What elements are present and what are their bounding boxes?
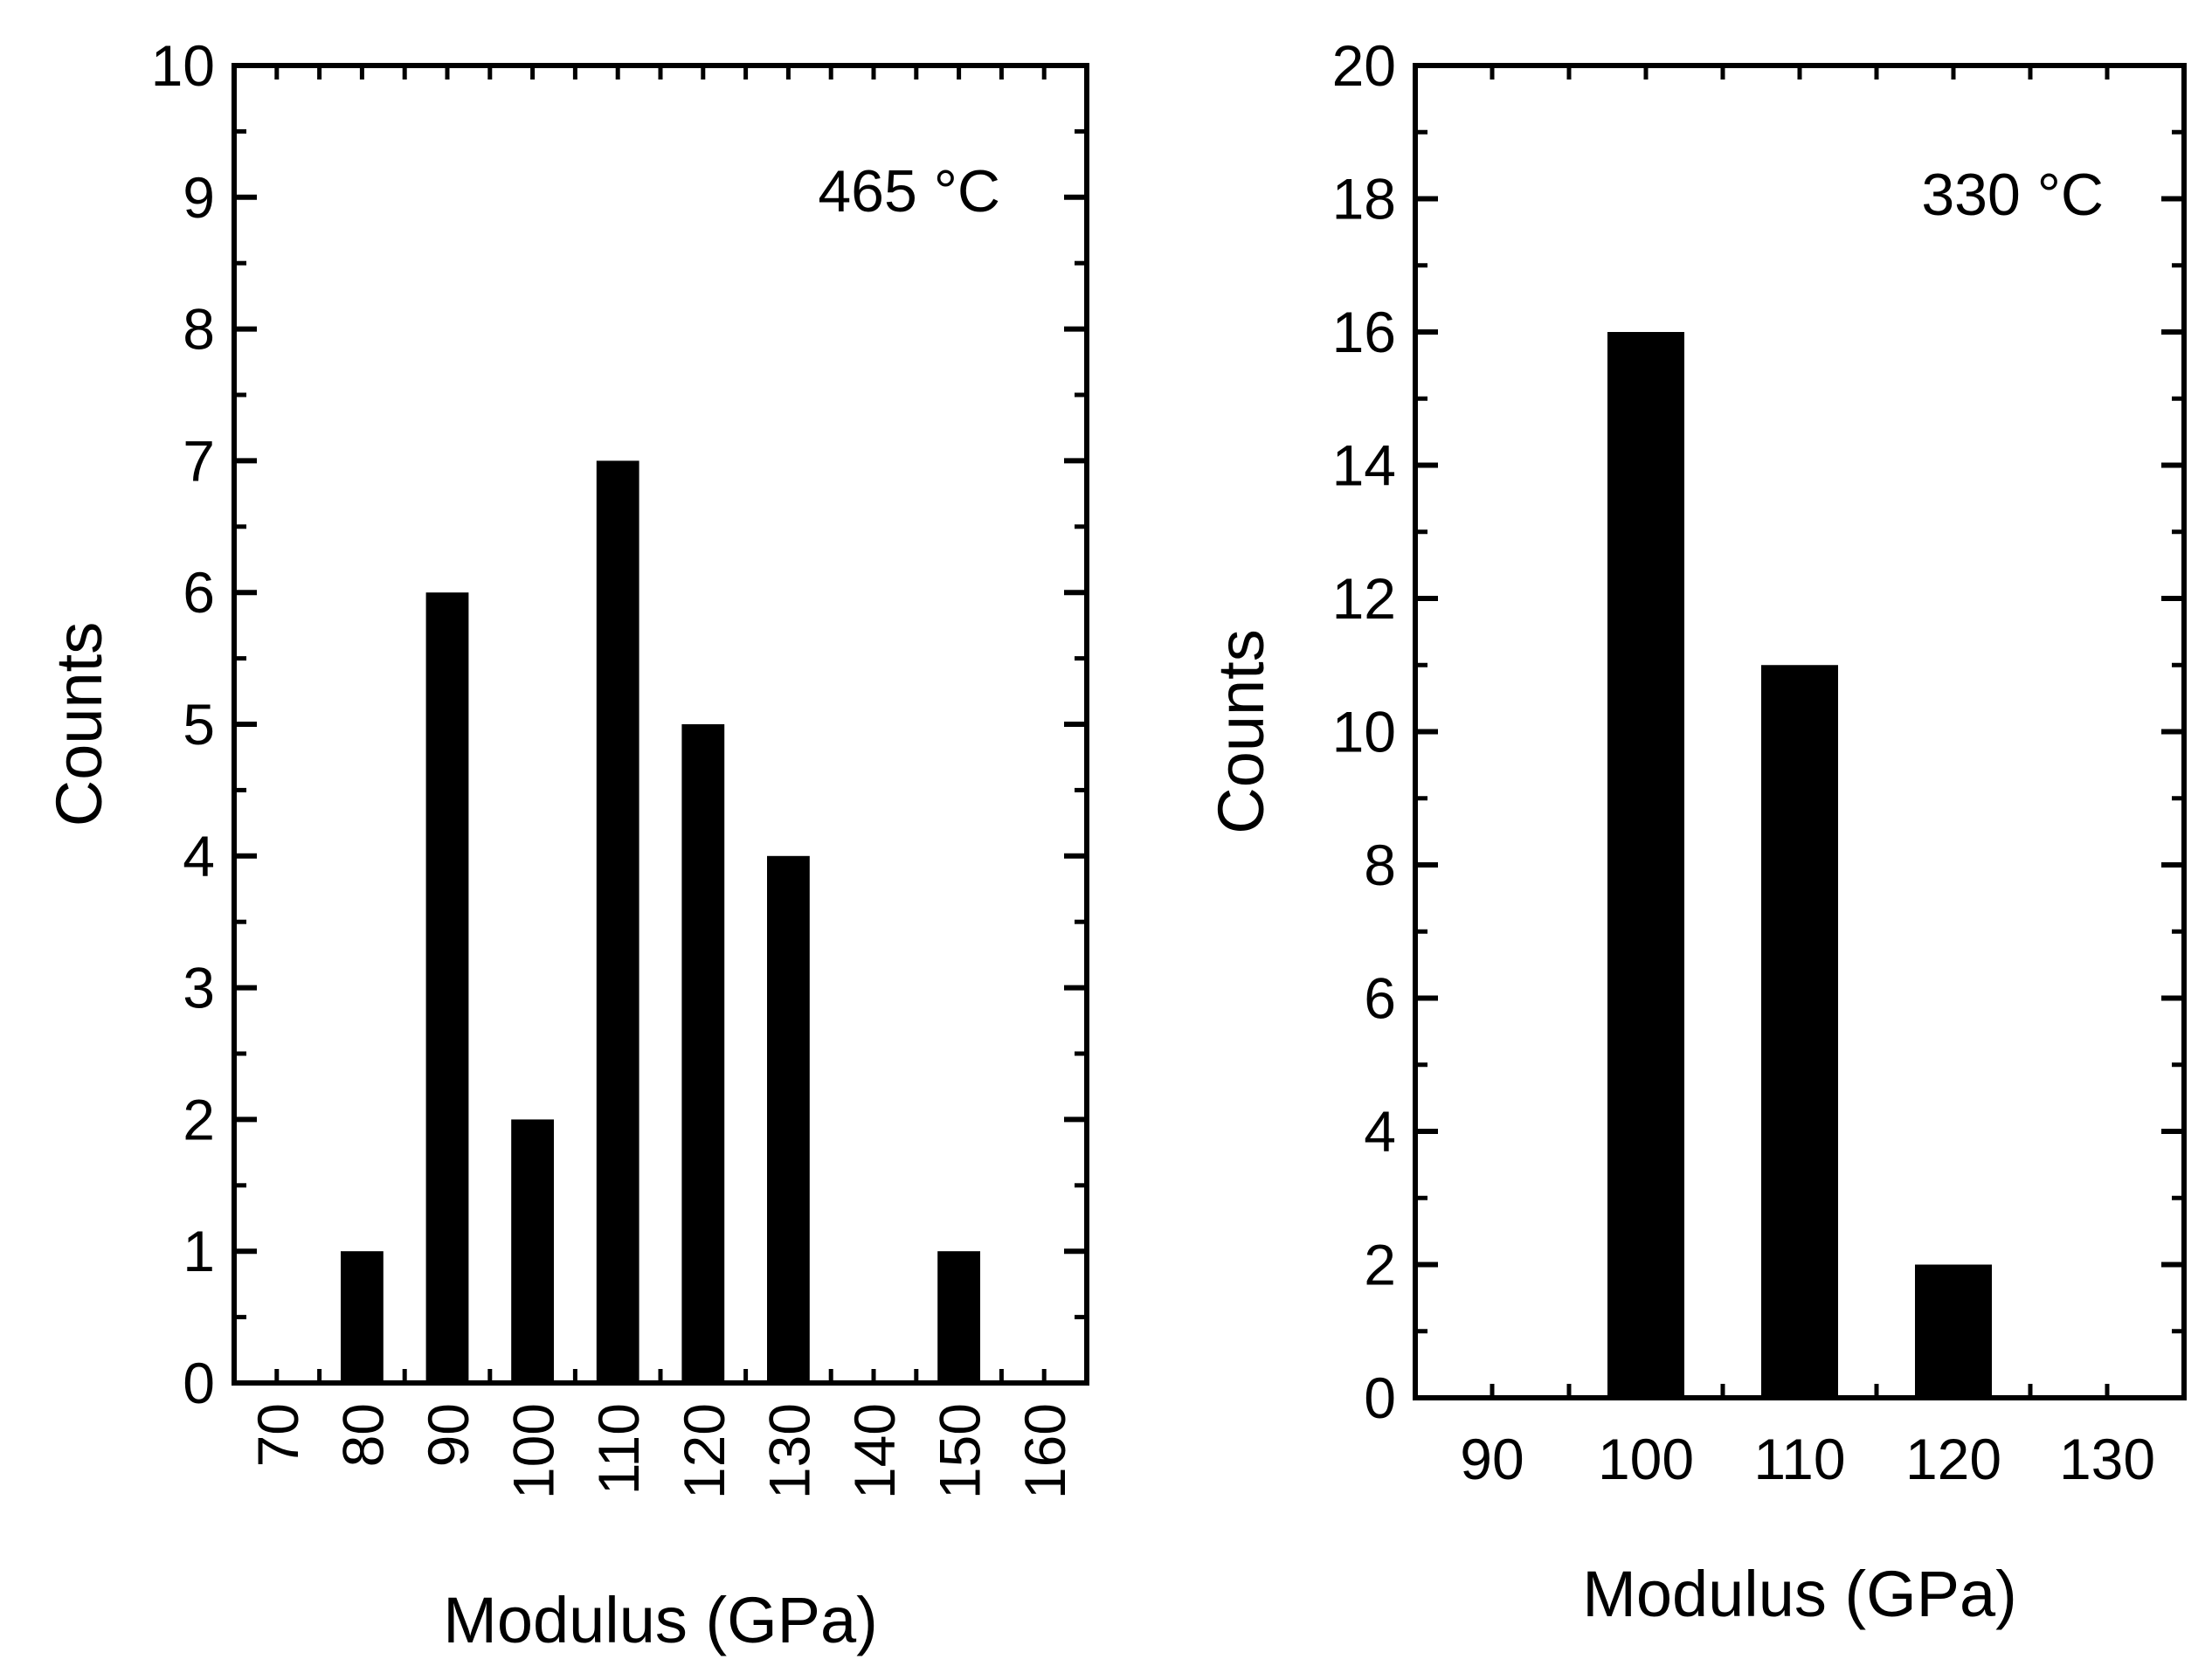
- chart-330c: 0 2 4 6 8 10 12 14 16 18 20 90 100 110 120 130 330 °C Mod…: [1205, 33, 2187, 1630]
- bar-100: [1607, 332, 1684, 1398]
- y-tick-label: 18: [1332, 167, 1396, 232]
- x-tick-label: 130: [757, 1403, 821, 1499]
- plot-frame: [1413, 63, 2187, 1400]
- x-tick-label: 160: [1013, 1403, 1077, 1499]
- x-tick-label: 140: [842, 1403, 907, 1499]
- x-axis-label: Modulus (GPa): [1582, 1558, 2017, 1630]
- y-axis-label: Counts: [1205, 629, 1277, 833]
- bar-150: [937, 1251, 980, 1383]
- bar-120: [1915, 1264, 1992, 1398]
- x-tick-label: 80: [330, 1403, 395, 1467]
- bar-100: [511, 1119, 554, 1383]
- temperature-annotation: 465 °C: [818, 158, 1000, 225]
- bar-90: [425, 592, 469, 1383]
- y-tick-label: 4: [183, 824, 215, 888]
- x-tick-label: 110: [586, 1403, 651, 1495]
- bar-110: [596, 460, 639, 1383]
- y-tick-label: 14: [1332, 433, 1396, 498]
- x-tick-label: 90: [416, 1403, 480, 1467]
- bar-80: [341, 1251, 384, 1383]
- x-tick-label: 90: [1460, 1427, 1524, 1491]
- y-tick-label: 0: [183, 1351, 215, 1415]
- x-tick-label: 110: [1753, 1427, 1845, 1491]
- x-tick-label: 120: [672, 1403, 736, 1499]
- y-tick-label: 10: [151, 33, 215, 98]
- chart-465c: 0 1 2 3 4 5 6 7 8 9 10 70 80 90 100 110 120 130 140 150 160 4…: [43, 33, 1089, 1656]
- x-tick-label: 130: [2059, 1427, 2155, 1491]
- y-tick-label: 0: [1364, 1365, 1396, 1430]
- y-tick-label: 16: [1332, 300, 1396, 364]
- bar-130: [767, 855, 810, 1383]
- y-tick-label: 3: [183, 956, 215, 1020]
- x-tick-label: 100: [501, 1403, 566, 1499]
- y-axis-label: Counts: [43, 622, 115, 826]
- y-tick-label: 6: [1364, 966, 1396, 1031]
- y-tick-label: 6: [183, 560, 215, 625]
- x-axis-label: Modulus (GPa): [443, 1584, 878, 1656]
- y-tick-label: 12: [1332, 566, 1396, 631]
- bar-110: [1761, 665, 1838, 1398]
- y-tick-label: 1: [183, 1219, 215, 1283]
- y-tick-label: 8: [183, 297, 215, 362]
- y-tick-label: 2: [183, 1087, 215, 1151]
- plot-frame: [232, 63, 1089, 1386]
- x-tick-label: 120: [1905, 1427, 2001, 1491]
- x-tick-label: 150: [928, 1403, 992, 1499]
- x-tick-label: 70: [245, 1403, 310, 1467]
- temperature-annotation: 330 °C: [1921, 162, 2104, 228]
- y-tick-label: 8: [1364, 833, 1396, 897]
- y-tick-label: 9: [183, 165, 215, 230]
- y-tick-label: 2: [1364, 1233, 1396, 1297]
- x-tick-label: 100: [1598, 1427, 1694, 1491]
- y-tick-label: 7: [183, 428, 215, 493]
- y-tick-label: 10: [1332, 700, 1396, 764]
- y-tick-label: 20: [1332, 33, 1396, 98]
- y-tick-label: 5: [183, 692, 215, 757]
- bar-120: [681, 724, 725, 1383]
- y-tick-label: 4: [1364, 1099, 1396, 1164]
